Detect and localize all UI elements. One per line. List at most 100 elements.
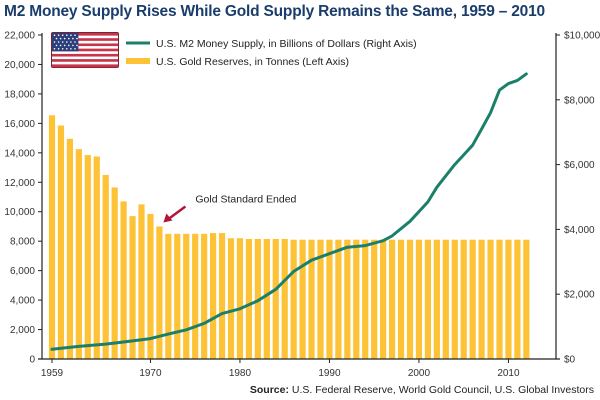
gold-bar (505, 239, 512, 359)
left-axis-tick-label: 6,000 (10, 266, 35, 277)
gold-bar (451, 239, 458, 359)
gold-reserves-bars (48, 115, 530, 359)
flag-star (66, 34, 68, 36)
flag-stripe (52, 46, 118, 49)
flag-star (76, 37, 78, 40)
source-text: U.S. Federal Reserve, World Gold Council… (288, 384, 594, 396)
gold-bar (326, 239, 333, 359)
gold-bar (487, 239, 494, 359)
flag-star (63, 44, 66, 47)
flag-star (66, 48, 68, 50)
gold-bar (496, 239, 503, 359)
gold-bar (272, 238, 279, 359)
right-axis-tick-label: $4,000 (564, 225, 595, 236)
flag-star (66, 41, 68, 43)
gold-bar (174, 233, 181, 359)
right-axis-tick-label: $0 (564, 355, 576, 366)
flag-star (68, 44, 70, 47)
left-axis-tick-label: 12,000 (4, 178, 35, 189)
flag-star (55, 37, 58, 40)
gold-bar (129, 216, 136, 359)
axes: 0 2,000 4,000 6,000 8,000 10,000 12,000 14,000 1… (4, 31, 600, 380)
gold-bar (317, 239, 324, 359)
gold-bar (165, 233, 172, 359)
gold-bar (227, 238, 235, 359)
gold-bar (523, 239, 530, 359)
flag-stripe (52, 59, 118, 62)
legend-line-label: U.S. M2 Money Supply, in Billions of Dol… (156, 38, 417, 50)
gold-bar (48, 115, 56, 359)
flag-star (68, 37, 70, 40)
flag-star (74, 48, 76, 50)
x-axis-tick-label: 2010 (497, 368, 520, 379)
flag-star (59, 37, 62, 40)
gold-bar (335, 239, 342, 359)
gold-bar (263, 238, 270, 359)
flag-star (61, 34, 64, 36)
flag-star (57, 48, 60, 50)
gold-bar (156, 226, 163, 359)
right-axis-tick-label: $6,000 (564, 160, 595, 171)
gold-bar (201, 233, 208, 359)
gold-bar (84, 155, 91, 359)
gold-bar (290, 239, 297, 359)
left-axis-tick-label: 10,000 (4, 207, 35, 218)
gold-bar (397, 239, 405, 359)
flag-stripe (52, 61, 118, 65)
flag-stripe (52, 38, 118, 42)
gold-bar (424, 239, 431, 359)
x-axis-tick-label: 1959 (41, 368, 64, 379)
flag-stripe (52, 48, 118, 52)
gold-bar (93, 156, 100, 359)
flag-star (70, 41, 72, 43)
flag-stripe (52, 40, 118, 44)
left-axis-tick-label: 22,000 (4, 31, 35, 42)
flag-star (74, 41, 76, 43)
gold-bar (218, 233, 226, 359)
flag-stripe (52, 35, 118, 39)
m2-money-supply-line (50, 72, 528, 351)
left-axis-tick-label: 8,000 (10, 237, 35, 248)
flag-star (63, 37, 66, 40)
left-axis-tick-label: 18,000 (4, 89, 35, 100)
gold-bar (478, 239, 485, 359)
flag-stripe (52, 33, 118, 36)
gold-bar (147, 213, 154, 359)
flag-stripe (52, 51, 118, 55)
gold-bar (120, 201, 127, 359)
legend-bar-swatch (126, 58, 150, 64)
m2-line-layer (50, 72, 528, 351)
flag-star (55, 44, 58, 47)
gold-bar (138, 204, 145, 359)
gold-bar (362, 239, 369, 359)
flag-stripe (52, 56, 118, 60)
gold-bar (236, 238, 244, 359)
left-axis-tick-label: 0 (29, 355, 35, 366)
gold-bar (353, 239, 360, 359)
flag-stripe (52, 64, 118, 68)
source-note: Source: U.S. Federal Reserve, World Gold… (250, 384, 594, 396)
gold-bar (371, 239, 378, 359)
annotation-arrow-head (163, 213, 173, 223)
gold-bar (210, 233, 217, 359)
flag-star (53, 48, 56, 50)
flag-star (59, 44, 62, 47)
flag-star (57, 41, 60, 43)
gold-bar (192, 233, 199, 359)
chart-title: M2 Money Supply Rises While Gold Supply … (4, 3, 545, 20)
gold-bar (183, 233, 190, 359)
flag-stripe (52, 53, 118, 57)
x-axis-tick-label: 1970 (139, 368, 162, 379)
left-axis-tick-label: 4,000 (10, 296, 35, 307)
flag-star (72, 44, 74, 47)
gold-bar (514, 239, 521, 359)
gold-bar (442, 239, 449, 359)
left-axis-tick-label: 20,000 (4, 60, 35, 71)
gold-bar (415, 239, 423, 359)
legend: U.S. M2 Money Supply, in Billions of Dol… (51, 32, 417, 68)
gold-bar (245, 238, 252, 359)
gold-bar (102, 174, 109, 359)
gold-bar (281, 238, 288, 359)
x-axis-tick-label: 2000 (408, 368, 431, 379)
flag-star (61, 41, 64, 43)
